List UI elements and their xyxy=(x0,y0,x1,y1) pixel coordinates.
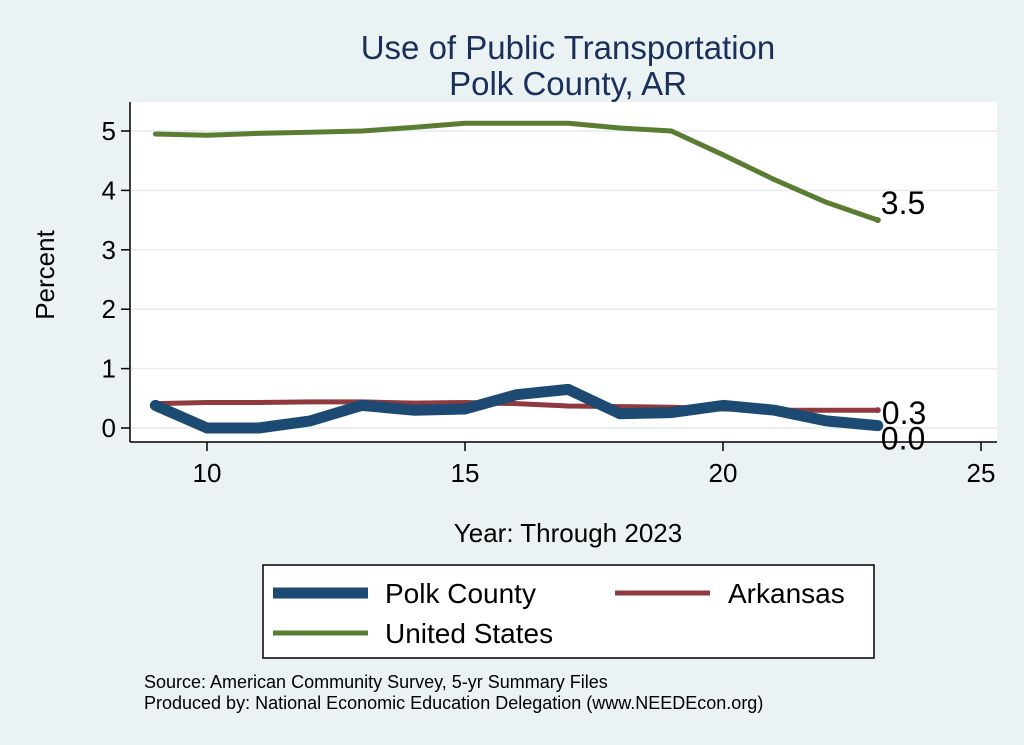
x-tick-label: 15 xyxy=(451,458,480,488)
legend-label-polk-county: Polk County xyxy=(385,578,536,609)
series-line-united-states xyxy=(152,120,881,223)
y-tick-label: 5 xyxy=(102,116,116,146)
series-end-point-arkansas xyxy=(874,407,881,414)
x-axis-label: Year: Through 2023 xyxy=(454,518,682,548)
y-tick-label: 0 xyxy=(102,413,116,443)
y-tick-label: 4 xyxy=(102,175,116,205)
end-label-polk-county: 0.0 xyxy=(881,421,925,457)
chart-subtitle: Polk County, AR xyxy=(449,65,687,102)
end-labels: 0.00.3 3.5 xyxy=(881,185,926,457)
series-end-point-polk-county xyxy=(874,422,881,429)
x-tick-label: 25 xyxy=(967,458,996,488)
end-label-united-states: 3.5 xyxy=(881,185,925,221)
producer-line: Produced by: National Economic Education… xyxy=(144,693,763,713)
source-line: Source: American Community Survey, 5-yr … xyxy=(144,672,608,692)
series-line-polk-county xyxy=(149,383,884,434)
series-lines xyxy=(149,120,884,434)
y-tick-label: 2 xyxy=(102,294,116,324)
series-end-point-united-states xyxy=(874,217,881,224)
legend-label-arkansas: Arkansas xyxy=(728,578,845,609)
y-axis-label: Percent xyxy=(30,229,60,319)
end-label-arkansas: 0.3 xyxy=(882,395,926,431)
x-tick-label: 20 xyxy=(709,458,738,488)
y-tick-label: 1 xyxy=(102,354,116,384)
x-tick-label: 10 xyxy=(193,458,222,488)
chart-title: Use of Public Transportation xyxy=(361,29,776,66)
legend: Polk County Arkansas United States xyxy=(262,564,875,659)
legend-box xyxy=(262,564,875,659)
axis-ticks: 0 1 2 3 4 5 10 15 20 25 xyxy=(102,116,996,488)
y-tick-label: 3 xyxy=(102,235,116,265)
legend-label-united-states: United States xyxy=(385,618,553,649)
